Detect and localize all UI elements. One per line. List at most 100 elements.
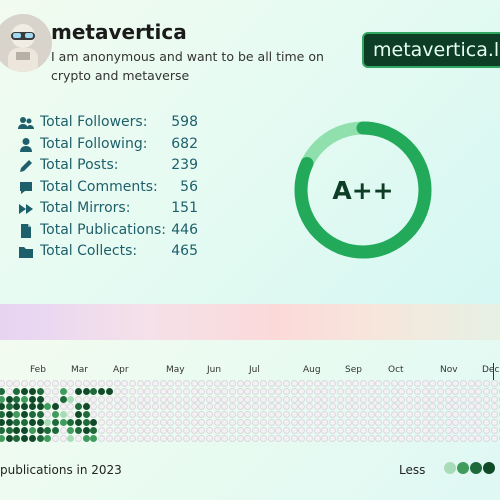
heatmap-cell[interactable] xyxy=(152,426,159,434)
heatmap-cell[interactable] xyxy=(321,419,329,426)
heatmap-cell[interactable] xyxy=(0,419,5,426)
heatmap-cell[interactable] xyxy=(444,411,452,419)
heatmap-cell[interactable] xyxy=(144,380,152,387)
heatmap-cell[interactable] xyxy=(359,403,367,411)
heatmap-cell[interactable] xyxy=(28,380,36,387)
heatmap-cell[interactable] xyxy=(190,403,198,411)
heatmap-cell[interactable] xyxy=(490,419,498,426)
heatmap-cell[interactable] xyxy=(67,395,75,403)
heatmap-cell[interactable] xyxy=(436,403,444,411)
heatmap-cell[interactable] xyxy=(483,434,491,442)
heatmap-cell[interactable] xyxy=(252,434,260,442)
heatmap-cell[interactable] xyxy=(221,426,229,434)
heatmap-cell[interactable] xyxy=(398,411,406,419)
heatmap-cell[interactable] xyxy=(198,387,206,395)
heatmap-cell[interactable] xyxy=(460,434,467,442)
heatmap-cell[interactable] xyxy=(244,434,252,442)
heatmap-cell[interactable] xyxy=(13,434,21,442)
heatmap-cell[interactable] xyxy=(198,426,206,434)
heatmap-cell[interactable] xyxy=(105,419,113,426)
heatmap-cell[interactable] xyxy=(213,426,221,434)
heatmap-cell[interactable] xyxy=(421,387,429,395)
avatar[interactable] xyxy=(0,14,52,72)
heatmap-cell[interactable] xyxy=(136,434,144,442)
heatmap-cell[interactable] xyxy=(267,419,275,426)
heatmap-cell[interactable] xyxy=(321,434,329,442)
heatmap-cell[interactable] xyxy=(421,380,429,387)
heatmap-cell[interactable] xyxy=(90,403,98,411)
heatmap-cell[interactable] xyxy=(275,419,283,426)
heatmap-cell[interactable] xyxy=(383,434,390,442)
heatmap-cell[interactable] xyxy=(136,426,144,434)
heatmap-cell[interactable] xyxy=(236,434,244,442)
heatmap-cell[interactable] xyxy=(452,380,460,387)
heatmap-cell[interactable] xyxy=(367,380,375,387)
heatmap-cell[interactable] xyxy=(413,387,421,395)
heatmap-cell[interactable] xyxy=(182,411,190,419)
heatmap-cell[interactable] xyxy=(413,434,421,442)
heatmap-cell[interactable] xyxy=(275,434,283,442)
heatmap-cell[interactable] xyxy=(90,411,98,419)
heatmap-cell[interactable] xyxy=(105,387,113,395)
heatmap-cell[interactable] xyxy=(421,395,429,403)
heatmap-cell[interactable] xyxy=(13,411,21,419)
heatmap-cell[interactable] xyxy=(336,403,344,411)
heatmap-cell[interactable] xyxy=(0,380,5,387)
heatmap-cell[interactable] xyxy=(329,387,337,395)
heatmap-cell[interactable] xyxy=(375,387,383,395)
heatmap-cell[interactable] xyxy=(5,380,13,387)
heatmap-cell[interactable] xyxy=(483,387,491,395)
heatmap-cell[interactable] xyxy=(144,395,152,403)
heatmap-cell[interactable] xyxy=(306,411,313,419)
heatmap-cell[interactable] xyxy=(421,403,429,411)
heatmap-cell[interactable] xyxy=(13,426,21,434)
heatmap-cell[interactable] xyxy=(59,387,67,395)
heatmap-cell[interactable] xyxy=(36,419,44,426)
heatmap-cell[interactable] xyxy=(467,395,475,403)
heatmap-cell[interactable] xyxy=(336,411,344,419)
heatmap-cell[interactable] xyxy=(44,387,52,395)
heatmap-cell[interactable] xyxy=(436,426,444,434)
heatmap-cell[interactable] xyxy=(483,395,491,403)
heatmap-cell[interactable] xyxy=(344,434,352,442)
heatmap-cell[interactable] xyxy=(390,434,398,442)
heatmap-cell[interactable] xyxy=(205,395,213,403)
heatmap-cell[interactable] xyxy=(406,434,414,442)
heatmap-cell[interactable] xyxy=(244,395,252,403)
heatmap-cell[interactable] xyxy=(175,403,183,411)
heatmap-cell[interactable] xyxy=(113,403,121,411)
heatmap-cell[interactable] xyxy=(128,387,136,395)
heatmap-cell[interactable] xyxy=(44,434,52,442)
heatmap-cell[interactable] xyxy=(398,387,406,395)
heatmap-cell[interactable] xyxy=(105,403,113,411)
heatmap-cell[interactable] xyxy=(375,411,383,419)
heatmap-cell[interactable] xyxy=(267,387,275,395)
heatmap-cell[interactable] xyxy=(406,426,414,434)
heatmap-cell[interactable] xyxy=(259,395,267,403)
heatmap-cell[interactable] xyxy=(452,395,460,403)
heatmap-cell[interactable] xyxy=(267,403,275,411)
heatmap-cell[interactable] xyxy=(59,426,67,434)
heatmap-cell[interactable] xyxy=(359,419,367,426)
heatmap-cell[interactable] xyxy=(121,387,129,395)
heatmap-cell[interactable] xyxy=(82,434,90,442)
heatmap-cell[interactable] xyxy=(321,387,329,395)
heatmap-cell[interactable] xyxy=(321,403,329,411)
heatmap-cell[interactable] xyxy=(167,403,175,411)
heatmap-cell[interactable] xyxy=(359,380,367,387)
heatmap-cell[interactable] xyxy=(413,411,421,419)
heatmap-cell[interactable] xyxy=(306,380,313,387)
heatmap-cell[interactable] xyxy=(367,426,375,434)
heatmap-cell[interactable] xyxy=(344,426,352,434)
heatmap-cell[interactable] xyxy=(90,419,98,426)
heatmap-cell[interactable] xyxy=(444,380,452,387)
heatmap-cell[interactable] xyxy=(306,434,313,442)
heatmap-cell[interactable] xyxy=(290,387,298,395)
heatmap-cell[interactable] xyxy=(75,426,82,434)
heatmap-cell[interactable] xyxy=(282,387,290,395)
heatmap-cell[interactable] xyxy=(259,434,267,442)
heatmap-cell[interactable] xyxy=(298,434,306,442)
heatmap-cell[interactable] xyxy=(13,380,21,387)
heatmap-cell[interactable] xyxy=(490,395,498,403)
heatmap-cell[interactable] xyxy=(383,380,390,387)
